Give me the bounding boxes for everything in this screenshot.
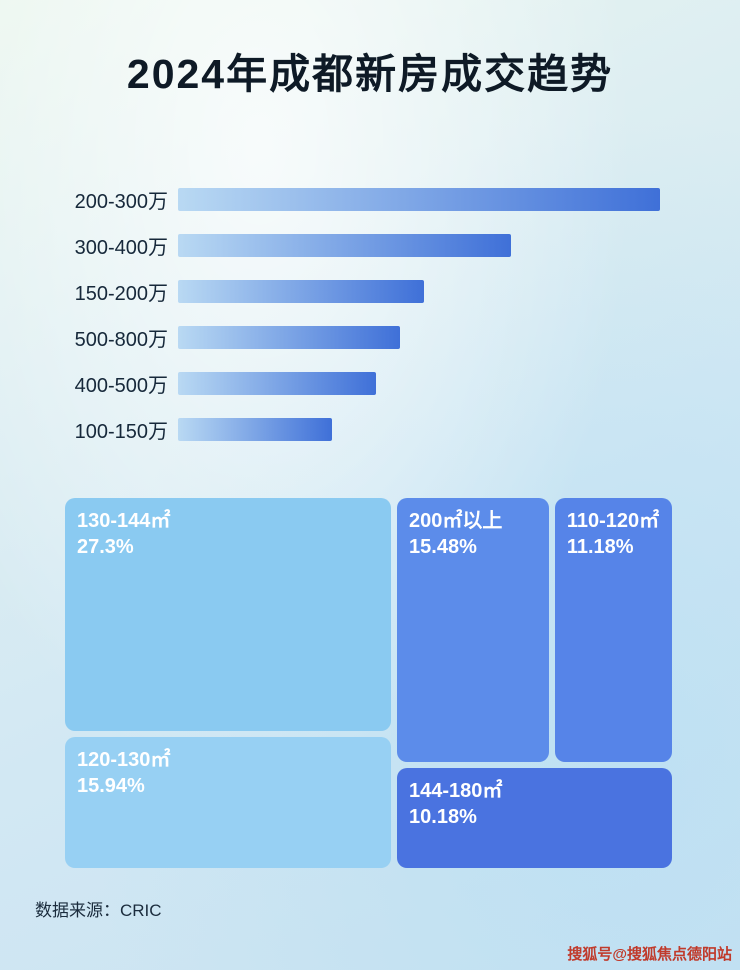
treemap-block: 120-130㎡ 15.94%	[65, 737, 391, 868]
treemap-block-value: 11.18%	[566, 536, 634, 558]
treemap-block-label: 144-180㎡	[409, 780, 503, 803]
bar-track	[178, 371, 660, 395]
treemap-block: 130-144㎡ 27.3%	[65, 498, 391, 732]
treemap-block-value: 27.3%	[77, 536, 134, 558]
bar	[178, 417, 333, 441]
treemap-block: 144-180㎡ 10.18%	[397, 768, 672, 868]
bar-category-label: 150-200万	[74, 282, 168, 305]
treemap: 130-144㎡ 27.3% 120-130㎡ 15.94% 200㎡以上 15.48% 1…	[65, 498, 672, 868]
page-title: 2024年成都新房成交趋势	[126, 51, 614, 97]
bar-category-label: 200-300万	[74, 190, 168, 213]
bar-category-label: 300-400万	[74, 236, 168, 259]
bar-chart: 200-300万 300-400万 150-200万 500-800万 400-500万…	[50, 176, 660, 452]
bar	[178, 279, 424, 303]
bar-track	[178, 325, 660, 349]
treemap-block: 200㎡以上 15.48%	[397, 498, 549, 763]
bar-category-label: 100-150万	[74, 420, 168, 443]
treemap-block: 110-120㎡ 11.18%	[554, 498, 672, 763]
treemap-block-value: 15.48%	[409, 536, 477, 558]
treemap-block-label: 120-130㎡	[77, 749, 171, 772]
bar	[178, 325, 400, 349]
bar-track	[178, 279, 660, 303]
treemap-block-value: 15.94%	[77, 775, 145, 798]
bar-track	[178, 417, 660, 441]
treemap-block-label: 110-120㎡	[566, 510, 660, 532]
bar-row: 400-500万	[50, 360, 660, 406]
data-source-note: 数据来源：CRIC	[35, 901, 162, 920]
bar-row: 300-400万	[50, 222, 660, 268]
bar	[178, 371, 376, 395]
watermark: 搜狐号@搜狐焦点德阳站	[567, 946, 732, 963]
treemap-block-label: 200㎡以上	[409, 510, 503, 532]
bar-category-label: 400-500万	[74, 374, 168, 397]
treemap-block-label: 130-144㎡	[77, 510, 171, 532]
bar-row: 100-150万	[50, 406, 660, 452]
bar	[178, 233, 511, 257]
bar-category-label: 500-800万	[74, 328, 168, 351]
bar-track	[178, 233, 660, 257]
bar	[178, 187, 660, 211]
bar-track	[178, 187, 660, 211]
bar-row: 200-300万	[50, 176, 660, 222]
treemap-block-value: 10.18%	[409, 806, 477, 829]
bar-row: 500-800万	[50, 314, 660, 360]
bar-row: 150-200万	[50, 268, 660, 314]
